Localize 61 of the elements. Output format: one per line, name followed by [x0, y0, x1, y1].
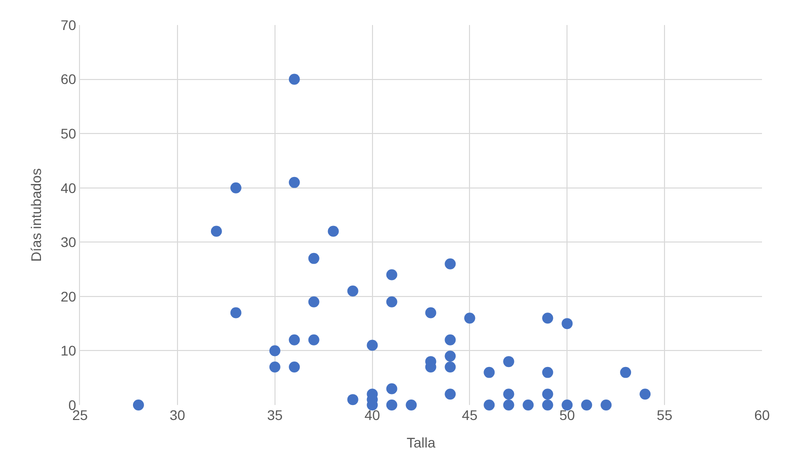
point	[444, 388, 456, 400]
x-tick-label: 40	[364, 407, 380, 423]
point	[562, 400, 573, 410]
point	[269, 362, 280, 372]
point	[347, 394, 358, 406]
x-axis-title: Talla	[406, 434, 436, 450]
point	[288, 74, 300, 85]
point	[210, 226, 222, 237]
point	[444, 362, 456, 372]
point	[464, 312, 476, 324]
point	[230, 182, 242, 194]
point	[386, 400, 398, 410]
y-tick-label: 60	[60, 71, 76, 88]
y-tick-label: 40	[60, 180, 76, 196]
point	[522, 400, 534, 410]
point	[503, 400, 514, 410]
point	[288, 176, 300, 188]
point	[503, 356, 514, 368]
x-tick-label: 30	[170, 407, 186, 423]
point	[620, 366, 632, 378]
y-tick-label: 30	[60, 234, 76, 250]
point	[542, 312, 554, 324]
point	[444, 258, 456, 270]
point	[308, 296, 320, 308]
x-tick-label: 45	[462, 407, 478, 423]
point	[288, 362, 300, 372]
point	[484, 366, 495, 378]
point	[386, 269, 398, 280]
point	[542, 400, 554, 410]
point	[425, 307, 436, 318]
y-tick-label: 10	[60, 342, 76, 359]
point	[484, 400, 495, 410]
x-tick-label: 50	[559, 407, 576, 423]
point	[640, 388, 651, 400]
point	[581, 400, 592, 410]
point	[288, 334, 300, 346]
point	[386, 383, 398, 394]
y-tick-label: 70	[60, 16, 76, 33]
point	[328, 226, 339, 237]
point	[562, 318, 573, 330]
x-tick-label: 35	[267, 407, 283, 423]
point	[366, 340, 378, 351]
x-tick-label: 60	[754, 407, 770, 423]
point	[503, 388, 514, 400]
point	[308, 252, 320, 264]
point	[600, 400, 612, 410]
y-tick-label: 50	[60, 125, 76, 142]
point	[308, 334, 320, 346]
point	[542, 366, 554, 378]
point	[406, 400, 417, 410]
point	[347, 286, 358, 296]
y-axis-title: Días intubados	[28, 168, 44, 262]
y-tick-label: 20	[60, 288, 76, 304]
point	[269, 345, 280, 356]
point	[230, 307, 242, 318]
x-tick-label: 55	[656, 407, 673, 423]
point	[386, 296, 398, 308]
point	[542, 388, 554, 400]
point	[132, 400, 144, 410]
point	[444, 350, 456, 362]
point	[444, 334, 456, 346]
